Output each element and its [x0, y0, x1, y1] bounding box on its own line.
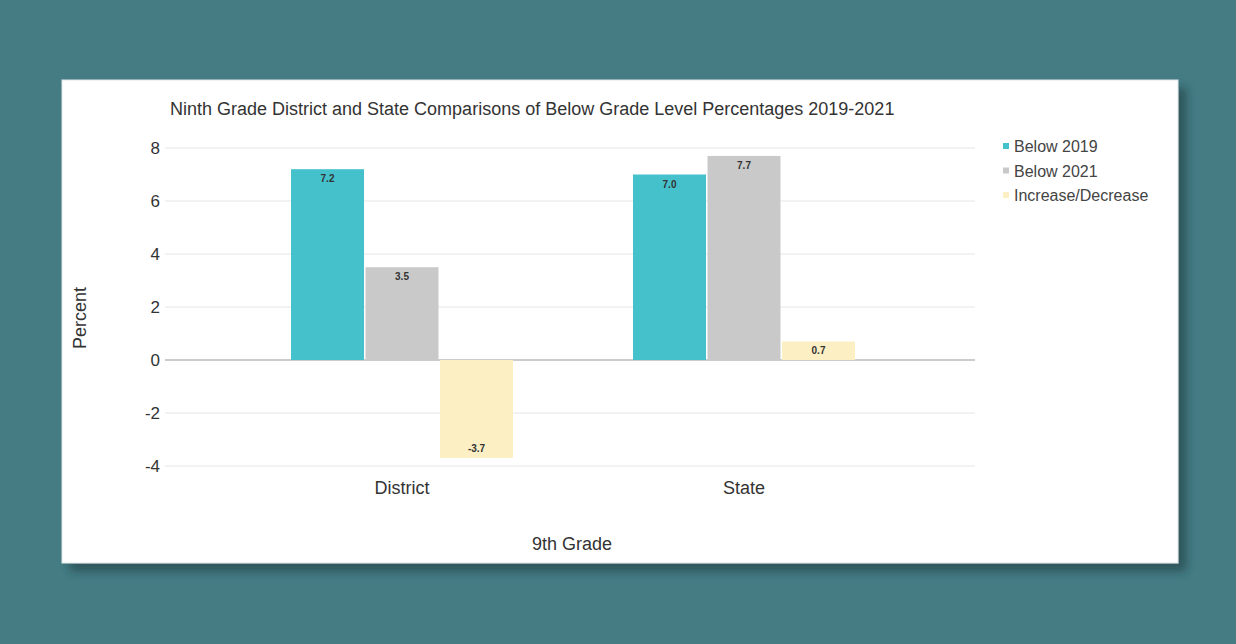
data-label: 3.5 [395, 271, 409, 282]
x-axis-title: 9th Grade [532, 534, 612, 554]
bars [291, 156, 855, 458]
data-label: 7.7 [737, 160, 751, 171]
legend-swatch [1003, 192, 1009, 198]
y-tick-label: 6 [151, 192, 160, 211]
data-label: 7.0 [663, 179, 677, 190]
card [62, 80, 1178, 563]
grid-line [165, 466, 975, 467]
legend-swatch [1003, 143, 1009, 149]
x-tick-label: State [723, 478, 765, 498]
bar [291, 169, 364, 360]
data-label: -3.7 [468, 443, 486, 454]
grid-line [165, 201, 975, 202]
x-tick-label: District [375, 478, 430, 498]
grid-line [165, 413, 975, 414]
legend-label: Below 2021 [1014, 163, 1098, 180]
y-tick-label: 0 [151, 351, 160, 370]
y-tick-label: 4 [151, 245, 160, 264]
bar [782, 341, 855, 360]
grid-line [165, 254, 975, 255]
bar [366, 267, 439, 360]
legend-label: Increase/Decrease [1014, 187, 1148, 204]
y-tick-label: 2 [151, 298, 160, 317]
chart-root: Ninth Grade District and State Compariso… [0, 0, 1236, 644]
data-label: 7.2 [321, 173, 335, 184]
y-tick-label: -2 [145, 404, 160, 423]
y-tick-label: -4 [145, 457, 160, 476]
grid-line [165, 307, 975, 308]
bar [440, 360, 513, 458]
legend-swatch [1003, 168, 1009, 174]
data-label: 0.7 [812, 345, 826, 356]
legend: Below 2019 Below 2021 Increase/Decrease [1003, 138, 1148, 204]
bar [708, 156, 781, 360]
grid-line [165, 148, 975, 149]
legend-label: Below 2019 [1014, 138, 1098, 155]
bar [633, 175, 706, 361]
data-labels: 7.2 7.0 3.5 7.7 -3.7 0.7 [321, 160, 826, 454]
y-tick-label: 8 [151, 139, 160, 158]
y-axis-title: Percent [70, 287, 90, 349]
chart-title: Ninth Grade District and State Compariso… [170, 99, 894, 119]
